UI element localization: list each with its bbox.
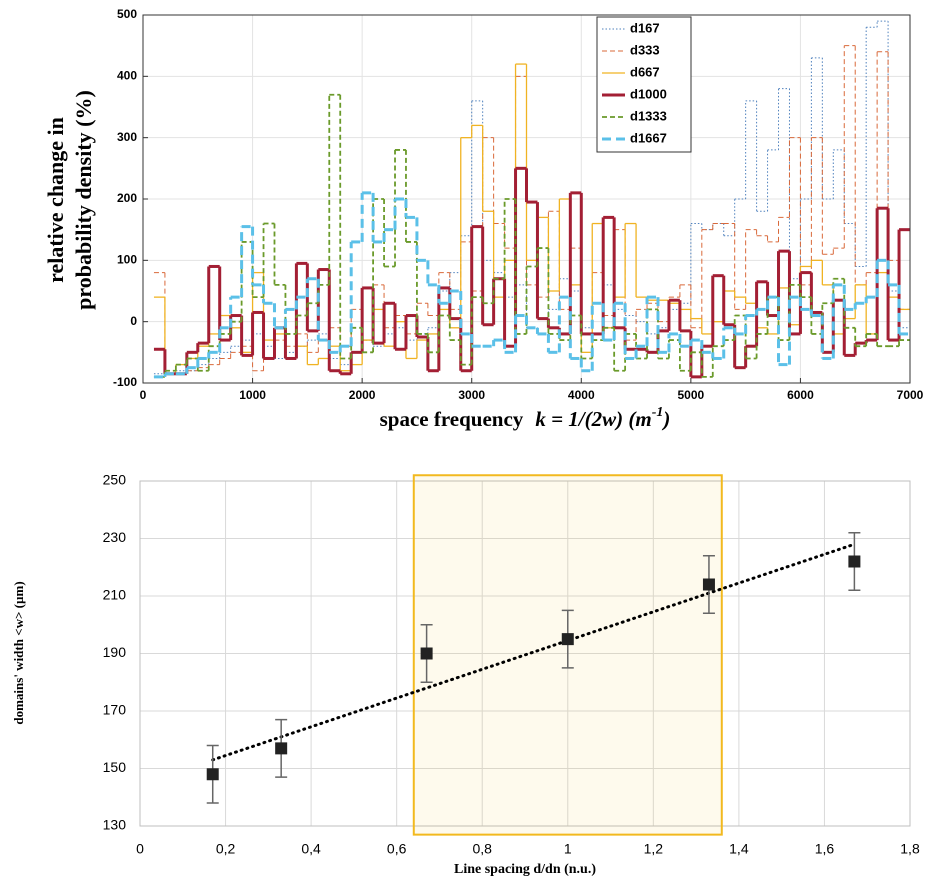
series	[153, 93, 910, 378]
x-axis-label: Line spacing d/dn (n.u.)	[454, 862, 596, 877]
marker	[702, 578, 715, 591]
x-axis-label-text: space frequency	[380, 407, 524, 431]
marker	[848, 555, 861, 568]
y-tick-label: 150	[103, 759, 127, 775]
y-tick-label: 130	[103, 817, 127, 833]
marker	[206, 768, 219, 781]
marker	[420, 647, 433, 660]
series	[153, 191, 910, 379]
legend-label: d1333	[630, 108, 667, 123]
y-tick-label: 250	[103, 472, 127, 488]
y-tick-label: 170	[103, 702, 127, 718]
legend-box	[596, 16, 692, 153]
legend-label: d667	[630, 64, 660, 79]
y-tick-label: 100	[117, 253, 137, 267]
y-tick-label: 400	[117, 69, 137, 83]
x-tick-label: 0,2	[216, 841, 236, 857]
legend-label: d167	[630, 20, 660, 35]
legend-label: d333	[630, 42, 660, 57]
x-tick-label: 3000	[458, 388, 485, 402]
x-axis-label-exponent: -1	[652, 405, 664, 420]
x-tick-label: 0	[136, 841, 144, 857]
x-tick-label: 1,6	[815, 841, 835, 857]
x-axis-label: space frequency k = 1/(2w) (m-1)	[380, 405, 671, 431]
x-tick-label: 1,2	[644, 841, 664, 857]
y-axis-label: domains' width <w> (µm)	[11, 581, 26, 724]
x-axis-label-end: )	[661, 407, 670, 431]
x-tick-label: 1	[564, 841, 572, 857]
y-tick-label: 500	[117, 7, 137, 21]
y-tick-label: 190	[103, 644, 127, 660]
legend-label: d1667	[630, 130, 667, 145]
series	[153, 166, 910, 379]
y-tick-label: 0	[130, 314, 137, 328]
x-tick-label: 0,8	[472, 841, 492, 857]
y-tick-label: -100	[113, 375, 137, 389]
trendline	[211, 542, 856, 762]
x-tick-label: 0,4	[301, 841, 321, 857]
y-axis-label: probability density (%)	[71, 90, 96, 310]
plot-frame	[142, 14, 911, 384]
y-tick-label: 200	[117, 191, 137, 205]
marker	[275, 742, 288, 755]
marker	[561, 633, 574, 646]
x-tick-label: 6000	[787, 388, 814, 402]
x-tick-label: 0,6	[387, 841, 407, 857]
legend-label: d1000	[630, 86, 667, 101]
y-tick-label: 300	[117, 130, 137, 144]
plot-frame	[139, 480, 911, 827]
x-tick-label: 0	[140, 388, 147, 402]
x-tick-label: 7000	[897, 388, 924, 402]
x-tick-label: 1,8	[900, 841, 920, 857]
x-tick-label: 1,4	[729, 841, 749, 857]
y-tick-label: 210	[103, 587, 127, 603]
x-axis-label-formula: k = 1/(2w) (m	[535, 407, 651, 431]
x-tick-label: 4000	[568, 388, 595, 402]
y-tick-label: 230	[103, 529, 127, 545]
x-tick-label: 2000	[349, 388, 376, 402]
x-tick-label: 1000	[239, 388, 266, 402]
y-axis-label: relative change in	[43, 117, 68, 283]
series	[153, 20, 910, 375]
x-tick-label: 5000	[678, 388, 705, 402]
